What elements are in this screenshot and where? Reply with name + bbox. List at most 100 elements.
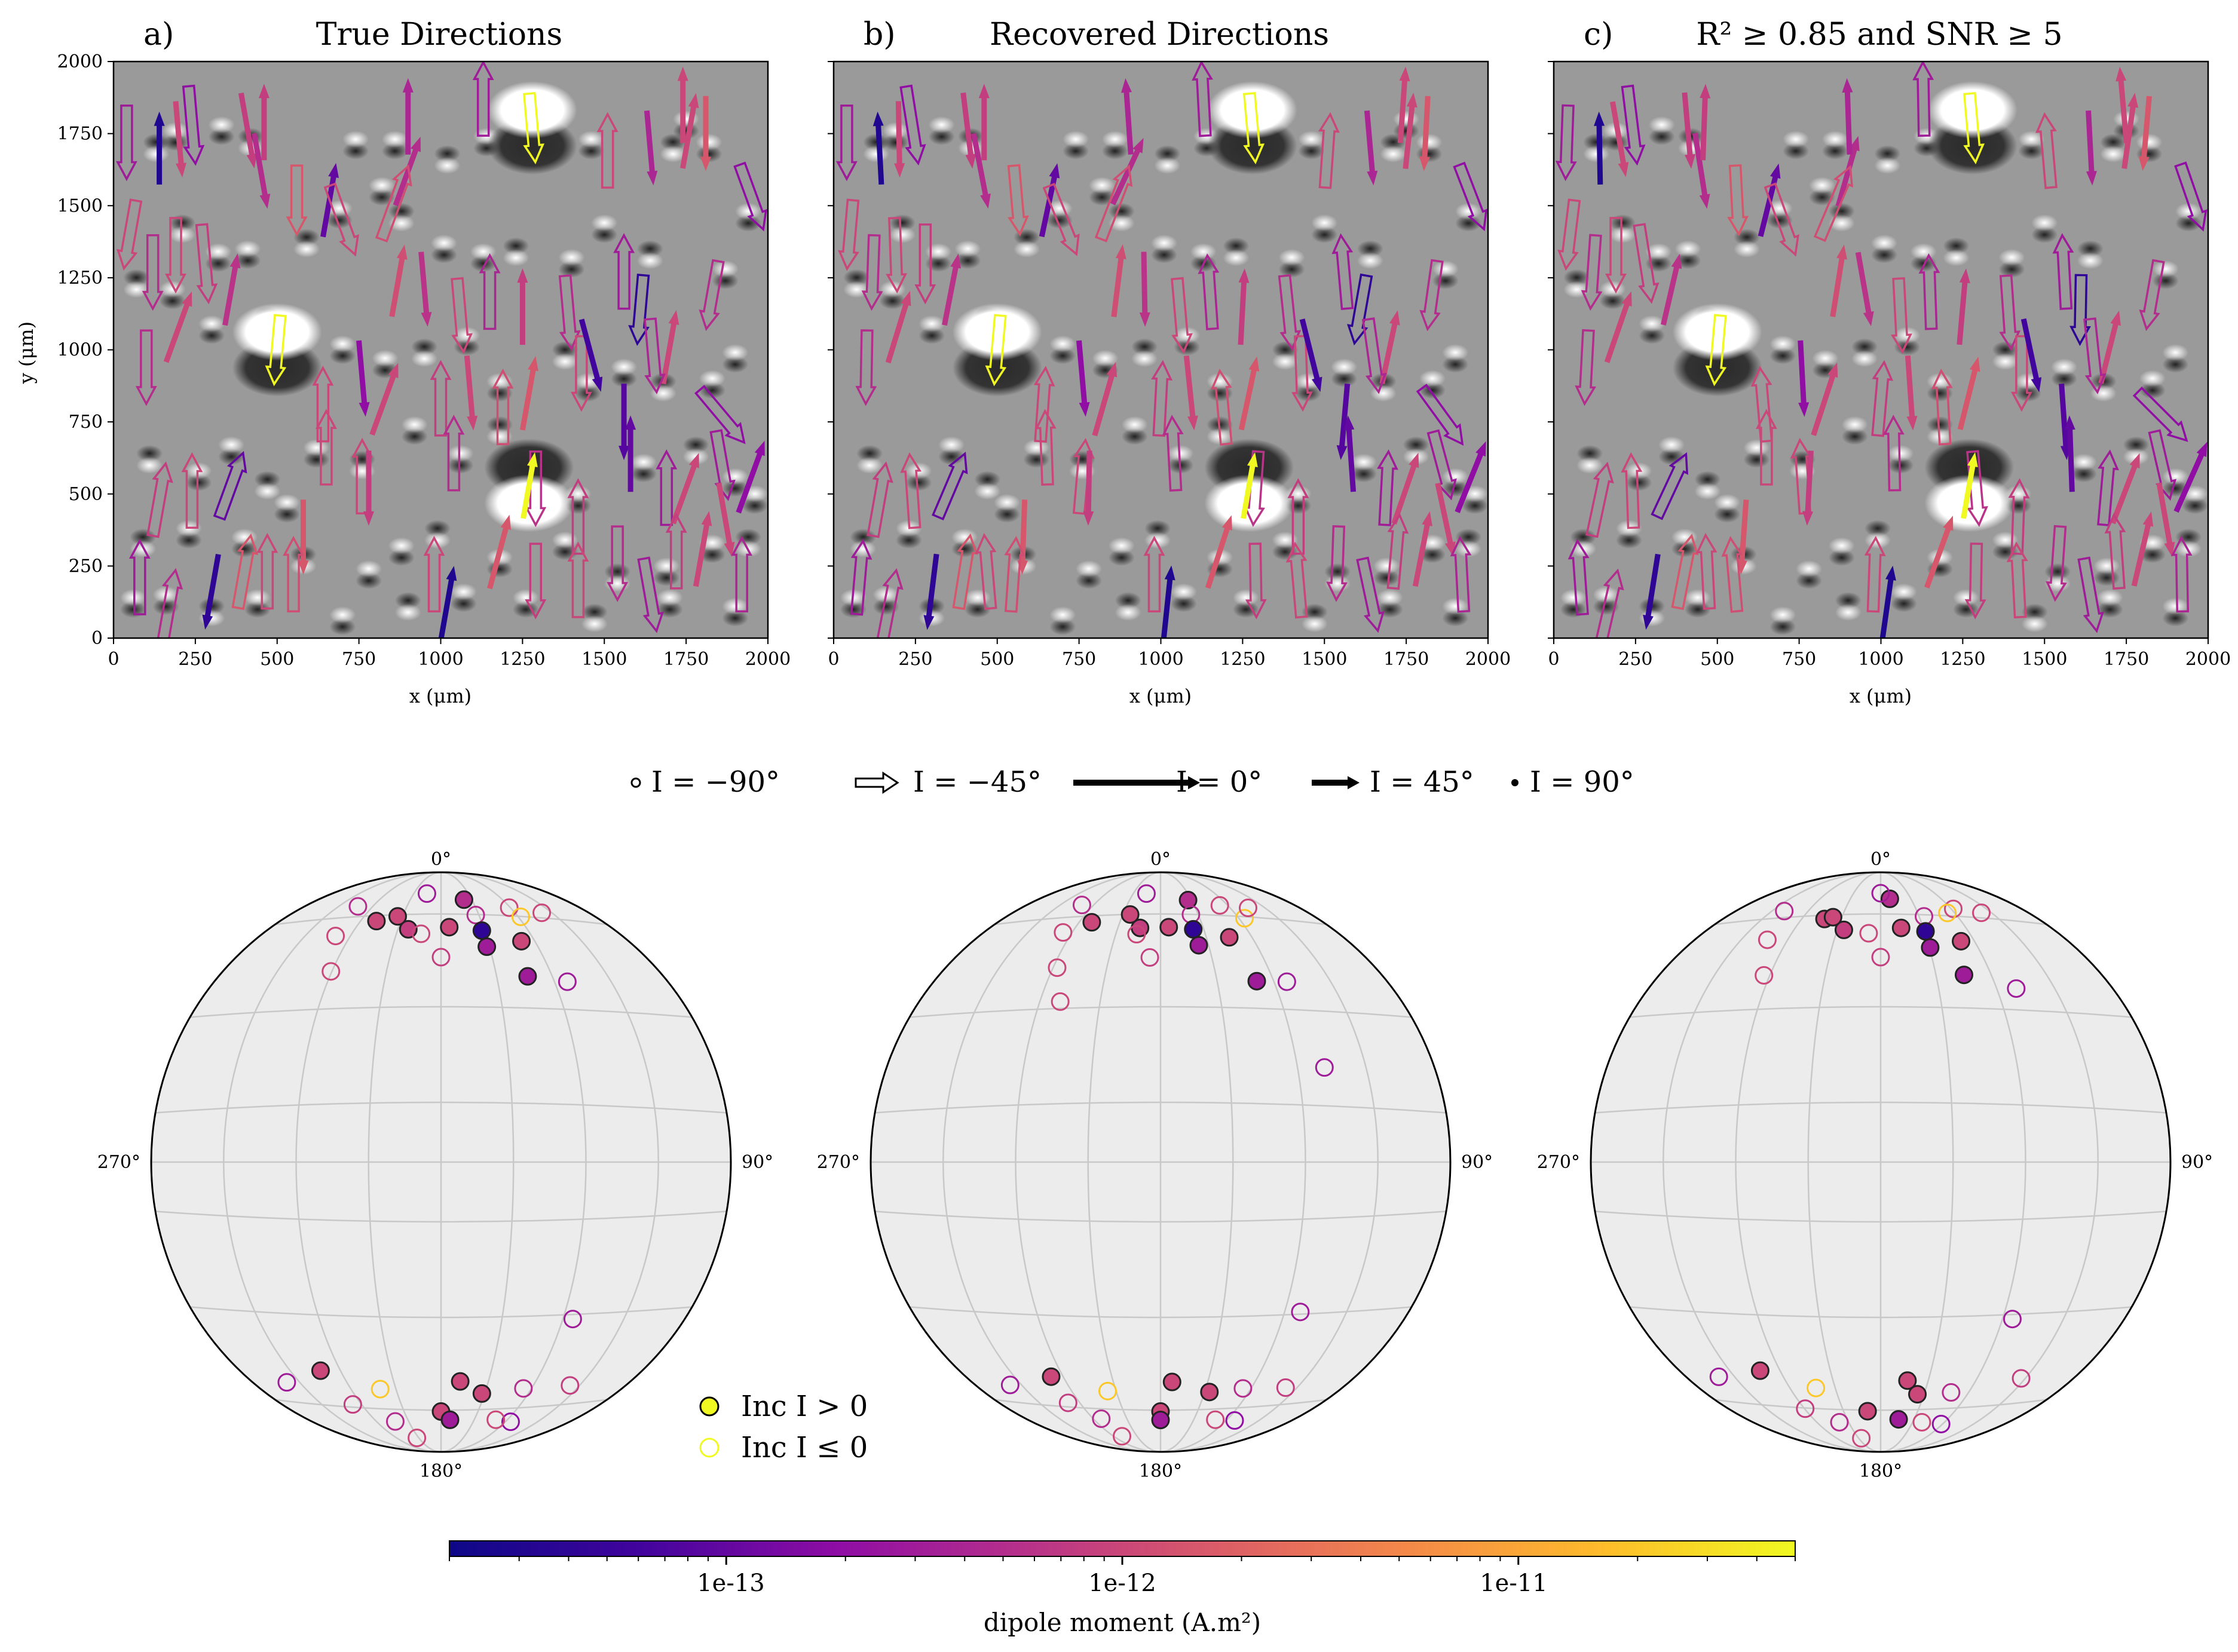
small-anomaly-dark [974, 471, 1001, 488]
small-anomaly-dark [1890, 595, 1917, 612]
small-anomaly-light [2031, 214, 2058, 231]
small-anomaly-dark [919, 327, 945, 344]
small-anomaly-light [205, 243, 232, 260]
small-anomaly-light [1743, 439, 1770, 456]
small-anomaly-dark [1769, 618, 1796, 636]
small-anomaly-light [1432, 260, 1459, 278]
x-tick-label: 1500 [2022, 649, 2067, 670]
small-anomaly-dark [699, 382, 725, 399]
dipole-arrow-solid [1905, 355, 1918, 431]
dipole-arrow-solid [1692, 133, 1710, 209]
x-tick-label: 1750 [1383, 649, 1429, 670]
dipole-arrow-hollow [1581, 234, 1603, 311]
small-anomaly-dark [578, 142, 605, 160]
stereonet-point-open [1058, 1393, 1077, 1412]
stereonet-point-open [1852, 1429, 1871, 1448]
dipole-arrow-hollow [1963, 92, 1985, 164]
small-anomaly-dark [722, 480, 749, 497]
stereonet-point-filled [388, 907, 407, 926]
dipole-arrow-solid [2020, 318, 2042, 393]
small-anomaly-dark [231, 540, 258, 557]
dipole-arrow-hollow [1198, 253, 1220, 330]
dipole-arrow-solid [1957, 356, 1980, 430]
dipole-arrow-hollow [525, 543, 547, 620]
small-anomaly-light [1272, 531, 1299, 548]
small-anomaly-light [1350, 453, 1377, 471]
dipole-arrow-solid [251, 133, 271, 209]
dipole-arrow-solid [389, 244, 408, 317]
dipole-arrow-solid [1736, 499, 1749, 575]
large-anomaly-light [1207, 81, 1297, 139]
dipole-arrow-solid [393, 136, 421, 207]
small-anomaly-light [274, 494, 301, 511]
small-anomaly-light [1278, 249, 1305, 266]
small-anomaly-dark [2018, 142, 2045, 160]
small-anomaly-dark [1272, 341, 1299, 358]
stereonet-point-open [1113, 1427, 1132, 1446]
small-anomaly-dark [558, 260, 585, 278]
small-anomaly-light [1828, 537, 1855, 554]
x-tick-label: 2000 [1465, 649, 1511, 670]
small-anomaly-dark [2139, 546, 2166, 563]
dipole-arrow-solid [736, 440, 765, 514]
dipole-arrow-hollow [567, 478, 589, 555]
legend-glyph-solid-arrow-short [1312, 776, 1360, 789]
stereonet-point-open [1931, 1414, 1951, 1433]
dipole-arrow-hollow [985, 314, 1007, 387]
small-anomaly-dark [123, 269, 150, 286]
dipole-arrow-hollow [867, 461, 893, 538]
stereonet-label-south: 180° [1859, 1461, 1902, 1482]
legend-label: I = 0° [1176, 765, 1262, 799]
dipole-arrow-hollow [1891, 277, 1912, 354]
small-anomaly-light [293, 240, 320, 258]
stereonet-point-open [1225, 1411, 1244, 1430]
small-anomaly-dark [954, 252, 981, 269]
y-tick-label: 750 [69, 412, 103, 433]
small-anomaly-dark [152, 598, 179, 615]
stereonet-point-filled [477, 937, 497, 957]
small-anomaly-dark [1865, 520, 1891, 537]
stereonet-point-filled [1891, 918, 1911, 937]
small-anomaly-dark [450, 595, 477, 612]
small-anomaly-light [919, 315, 945, 332]
small-anomaly-dark [2182, 497, 2208, 514]
dipole-arrow-solid [942, 253, 962, 326]
small-anomaly-light [578, 130, 605, 148]
stereonet-point-filled [1889, 1410, 1908, 1429]
small-anomaly-light [254, 483, 281, 500]
small-anomaly-light [1694, 483, 1721, 500]
small-anomaly-dark [581, 603, 608, 621]
dipole-arrow-hollow [1361, 317, 1387, 394]
dipole-arrow-hollow [1331, 233, 1354, 311]
small-anomaly-dark [856, 445, 883, 462]
stereonet-point-open [1871, 884, 1890, 903]
dipole-arrow-hollow [1764, 182, 1799, 257]
small-anomaly-dark [454, 339, 480, 356]
small-anomaly-light [722, 468, 749, 485]
small-anomaly-dark [682, 436, 709, 453]
dipole-arrow-hollow [1621, 452, 1643, 529]
dipole-arrow-solid [487, 514, 512, 590]
stereonet-point-open [532, 903, 552, 922]
dipole-arrow-solid [1110, 137, 1144, 206]
stereonet-point-open [1239, 899, 1258, 918]
small-anomaly-dark [1331, 370, 1358, 388]
legend-label: Inc I > 0 [741, 1390, 868, 1423]
small-anomaly-dark [604, 563, 631, 580]
stereonet-point-open [1233, 1379, 1253, 1398]
x-tick-label: 250 [1618, 649, 1652, 670]
small-anomaly-dark [394, 591, 421, 609]
stereonet-point-open [1277, 972, 1296, 991]
small-anomaly-dark [1694, 471, 1721, 488]
stereonet-point-filled [311, 1361, 330, 1380]
dipole-arrow-solid [437, 566, 457, 638]
stereonet-point-filled [1750, 1361, 1769, 1380]
dipole-arrow-solid [1879, 565, 1896, 638]
stereonet-point-filled [1151, 1411, 1170, 1430]
small-anomaly-light [356, 560, 382, 577]
dipole-arrow-hollow [1007, 164, 1029, 237]
small-anomaly-light [342, 130, 369, 148]
dipole-arrow-hollow [2132, 387, 2188, 442]
dipole-arrow-solid [517, 268, 528, 345]
dipole-arrow-solid [2098, 310, 2121, 384]
